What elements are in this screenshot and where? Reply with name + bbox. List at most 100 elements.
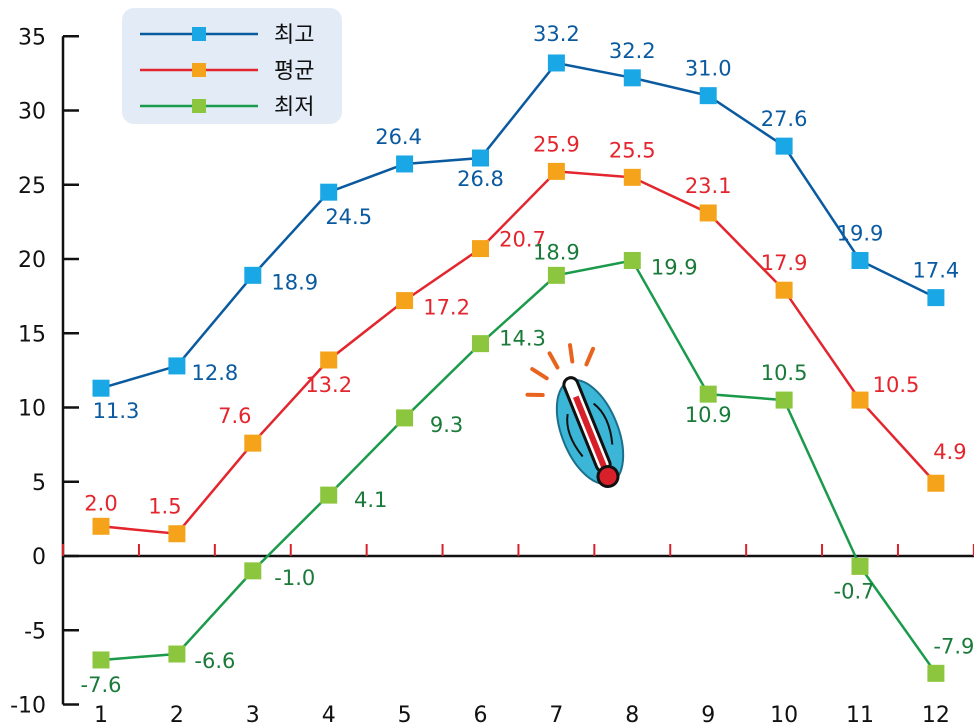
y-tick-label: 35 bbox=[18, 25, 46, 50]
data-label: 13.2 bbox=[305, 373, 352, 397]
series-1-marker bbox=[244, 266, 262, 284]
data-label: 10.5 bbox=[873, 373, 920, 397]
data-label: 26.4 bbox=[375, 125, 422, 149]
data-label: 20.7 bbox=[499, 228, 546, 252]
data-label: 32.2 bbox=[609, 39, 656, 63]
data-label: 17.4 bbox=[913, 259, 960, 283]
series-1-marker bbox=[168, 357, 186, 375]
series-3-marker bbox=[320, 486, 338, 504]
y-tick-label: 0 bbox=[32, 545, 46, 570]
data-label: -7.6 bbox=[81, 673, 122, 697]
series-1-marker bbox=[699, 87, 717, 105]
series-3-marker bbox=[92, 651, 110, 669]
series-1-marker bbox=[547, 54, 565, 72]
x-tick-label: 4 bbox=[322, 703, 336, 728]
thermometer-arrow-left bbox=[566, 413, 584, 458]
legend-marker bbox=[192, 27, 206, 41]
y-tick-label: 20 bbox=[18, 248, 46, 273]
data-label: 25.5 bbox=[609, 138, 656, 162]
data-label: 18.9 bbox=[271, 270, 318, 294]
legend-label: 평균 bbox=[274, 59, 314, 84]
series-3-marker bbox=[775, 391, 793, 409]
x-tick-label: 12 bbox=[922, 703, 950, 728]
thermometer-mercury bbox=[572, 395, 608, 471]
thermometer-icon bbox=[525, 343, 625, 489]
series-2-marker bbox=[168, 525, 186, 543]
data-label: 18.9 bbox=[533, 240, 580, 264]
data-label: 7.6 bbox=[218, 404, 251, 428]
series-2-marker bbox=[320, 351, 338, 369]
x-tick-label: 7 bbox=[549, 703, 563, 728]
series-1-marker bbox=[775, 137, 793, 155]
thermometer-bulb bbox=[596, 465, 620, 489]
series-1-marker bbox=[396, 155, 414, 173]
series-1-marker bbox=[472, 149, 489, 167]
y-axis-ticks: 35 30 25 20 15 10 5 0 -5 -10 bbox=[10, 25, 79, 719]
series-3-marker bbox=[244, 562, 262, 580]
thermometer-arrow-right bbox=[592, 402, 614, 445]
x-tick-label: 10 bbox=[770, 703, 798, 728]
data-label: 2.0 bbox=[84, 491, 117, 515]
x-tick-label: 11 bbox=[846, 703, 874, 728]
legend-label: 최저 bbox=[274, 95, 314, 120]
data-label: 4.9 bbox=[933, 440, 966, 464]
x-tick-label: 1 bbox=[94, 703, 108, 728]
data-label: 1.5 bbox=[148, 495, 181, 519]
data-label: 23.1 bbox=[685, 174, 732, 198]
series-1-marker bbox=[851, 251, 869, 269]
legend-label: 최고 bbox=[274, 23, 314, 48]
series-2-marker bbox=[244, 434, 262, 452]
x-tick-label: 3 bbox=[246, 703, 260, 728]
series-line-1 bbox=[100, 61, 937, 390]
series-1-marker bbox=[623, 69, 641, 87]
series-1-marker bbox=[320, 183, 338, 201]
series-3-marker bbox=[927, 664, 945, 682]
y-tick-label: 10 bbox=[18, 397, 46, 422]
series-group bbox=[92, 54, 945, 682]
data-label: -1.0 bbox=[274, 566, 315, 590]
legend-box bbox=[122, 8, 342, 124]
y-tick-label: -5 bbox=[24, 619, 46, 644]
data-label: 17.2 bbox=[423, 296, 470, 320]
series-2-marker bbox=[472, 240, 489, 258]
series-3-marker bbox=[851, 557, 869, 575]
series-3-marker bbox=[699, 385, 717, 403]
data-label: -6.6 bbox=[194, 649, 235, 673]
series-2-marker bbox=[623, 168, 641, 186]
data-label: 24.5 bbox=[325, 205, 372, 229]
y-tick-label: 25 bbox=[18, 174, 46, 199]
series-2-marker bbox=[92, 517, 110, 535]
series-line-3 bbox=[100, 259, 937, 675]
data-label: 19.9 bbox=[651, 255, 698, 279]
data-label: -7.9 bbox=[933, 634, 974, 658]
series-2-marker bbox=[927, 474, 945, 492]
data-label: 10.5 bbox=[761, 361, 808, 385]
series-2-marker bbox=[775, 281, 793, 299]
y-tick-label: -10 bbox=[10, 694, 46, 719]
series-2-marker bbox=[547, 162, 565, 180]
series-2-marker bbox=[396, 292, 414, 310]
data-label: 14.3 bbox=[499, 327, 546, 351]
data-label: 26.8 bbox=[457, 167, 504, 191]
x-tick-label: 5 bbox=[398, 703, 412, 728]
data-label: 31.0 bbox=[685, 57, 732, 81]
legend-marker bbox=[192, 99, 206, 113]
legend-marker bbox=[192, 63, 206, 77]
data-label: 4.1 bbox=[354, 488, 387, 512]
x-axis-ticks: 1 2 3 4 5 6 7 8 9 10 11 12 bbox=[62, 544, 974, 728]
data-label: -0.7 bbox=[834, 579, 875, 603]
series-3-marker bbox=[547, 266, 565, 284]
y-tick-label: 15 bbox=[18, 322, 46, 347]
data-label: 11.3 bbox=[93, 399, 140, 423]
y-tick-label: 5 bbox=[32, 471, 46, 496]
data-label: 19.9 bbox=[837, 221, 884, 245]
thermometer-rays bbox=[525, 343, 596, 398]
x-tick-label: 6 bbox=[474, 703, 488, 728]
x-tick-label: 8 bbox=[625, 703, 639, 728]
series-3-marker bbox=[396, 409, 414, 427]
series-2-marker bbox=[699, 204, 717, 222]
series-1-marker bbox=[927, 289, 945, 307]
